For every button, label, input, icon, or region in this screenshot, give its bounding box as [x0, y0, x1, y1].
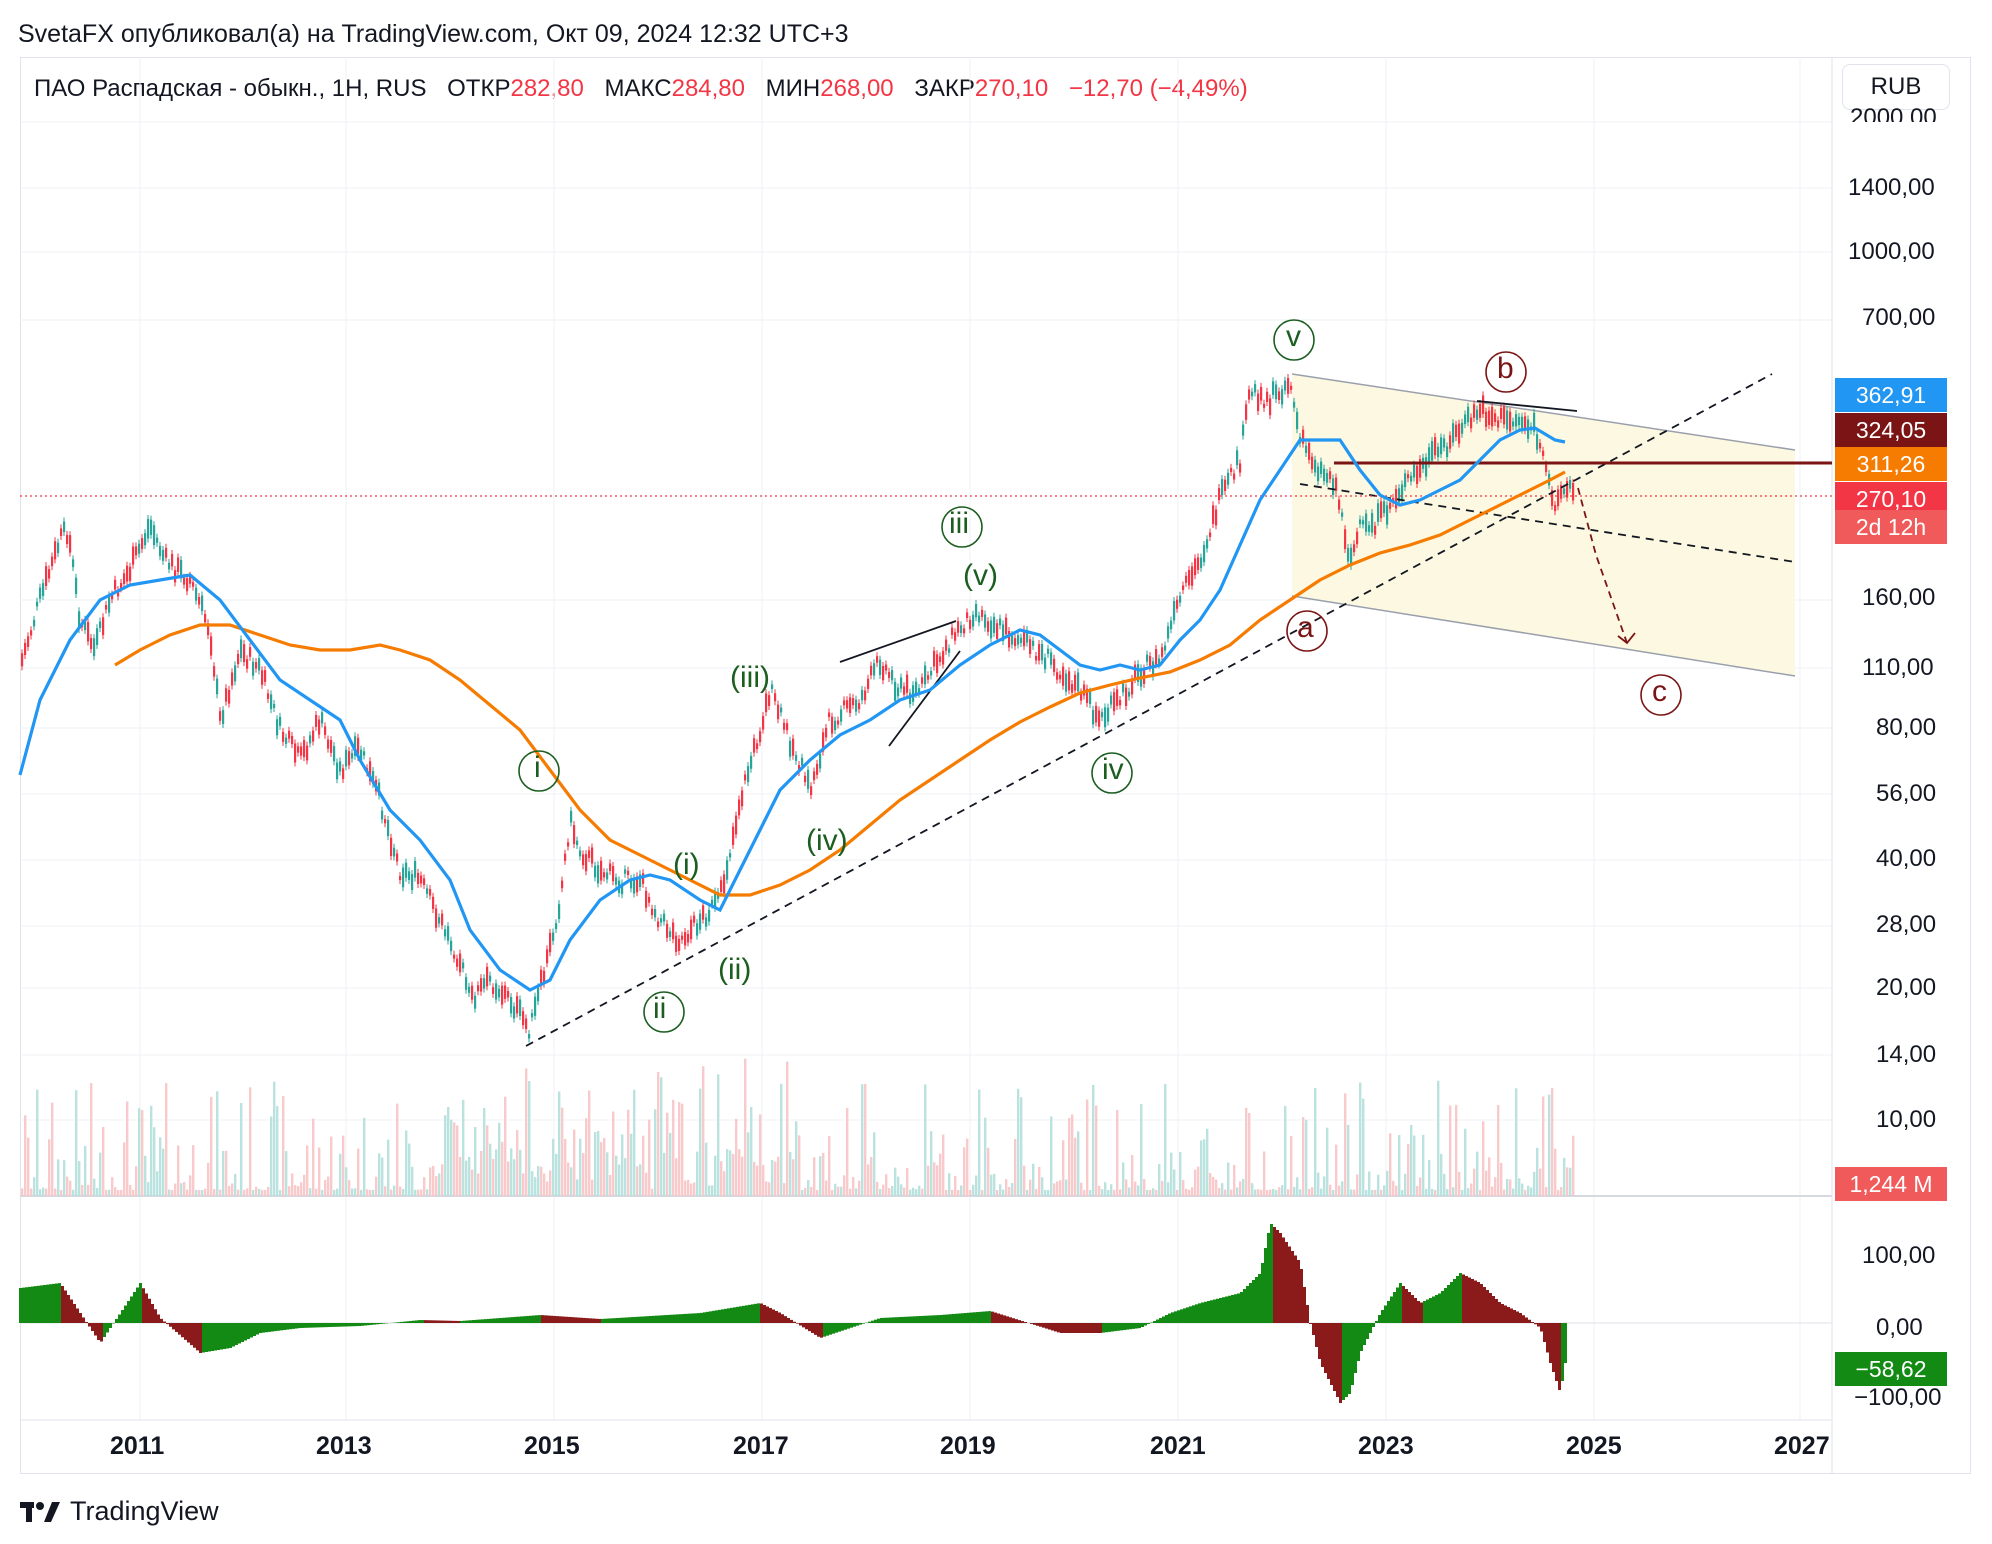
open-value: 282,80	[510, 75, 584, 102]
symbol-legend: ПАО Распадская - обыкн., 1Н, RUS ОТКР282…	[34, 75, 1248, 103]
currency-button[interactable]: RUB	[1842, 64, 1950, 110]
wave-circle-iii	[941, 506, 983, 548]
price-axis-label: 20,00	[1876, 974, 1937, 1001]
price-axis-label: 14,00	[1876, 1041, 1937, 1068]
channel-lower-line[interactable]	[1291, 595, 1796, 677]
volume-tag: 1,244 M	[1835, 1167, 1947, 1201]
oscillator-value-tag: −58,62	[1835, 1352, 1947, 1386]
tradingview-logo[interactable]: TradingView	[20, 1496, 219, 1527]
wave-label-paren-v: (v)	[963, 559, 998, 592]
close-value: 270,10	[974, 75, 1049, 102]
time-axis-label: 2025	[1566, 1432, 1622, 1460]
wave-label-paren-ii: (ii)	[718, 953, 752, 986]
price-axis-label: 2000,00	[1850, 104, 1937, 122]
channel-fill	[1292, 374, 1795, 676]
wave-circle-a	[1286, 610, 1328, 652]
low-value: 268,00	[820, 75, 894, 102]
wave-label-v: v	[1286, 320, 1301, 353]
wave-label-i: i	[534, 751, 541, 784]
wave-label-ii: ii	[653, 992, 667, 1025]
ma-blue-line[interactable]	[18, 426, 1566, 992]
wave-label-b: b	[1497, 352, 1514, 385]
wave-circle-v	[1273, 319, 1315, 361]
tradingview-logo-icon	[20, 1501, 60, 1522]
osc-axis-label: −100,00	[1854, 1384, 1942, 1411]
osc-axis-label: 0,00	[1876, 1314, 1923, 1341]
high-label: МАКС	[604, 75, 672, 102]
price-axis-label: 40,00	[1876, 845, 1937, 872]
ma-blue-price-tag: 362,91	[1835, 378, 1947, 412]
time-axis-label: 2019	[940, 1432, 996, 1460]
wedge-top-line[interactable]	[839, 620, 957, 663]
channel-upper-line[interactable]	[1291, 373, 1796, 451]
time-axis-label: 2021	[1150, 1432, 1206, 1460]
open-label: ОТКР	[447, 75, 511, 102]
wave-label-c: c	[1652, 675, 1667, 708]
wave-circle-i	[518, 750, 560, 792]
change-value: −12,70 (−4,49%)	[1068, 75, 1248, 102]
close-label: ЗАКР	[914, 75, 975, 102]
wave-label-paren-iii: (iii)	[730, 661, 770, 694]
wave-label-a: a	[1297, 611, 1314, 644]
wave-label-paren-iv: (iv)	[806, 824, 848, 857]
wave-circle-c	[1640, 674, 1682, 716]
publisher-line: SvetaFX опубликовал(а) на TradingView.co…	[18, 20, 849, 48]
high-value: 284,80	[671, 75, 745, 102]
wave-label-iii: iii	[949, 507, 969, 540]
time-axis-label: 2015	[524, 1432, 580, 1460]
time-axis-label: 2013	[316, 1432, 372, 1460]
wave-label-iv: iv	[1102, 753, 1124, 786]
symbol-name[interactable]: ПАО Распадская - обыкн., 1Н, RUS	[34, 75, 427, 102]
price-axis-label: 1000,00	[1848, 238, 1935, 265]
low-label: МИН	[765, 75, 821, 102]
gridlines	[20, 57, 1832, 1420]
time-axis-label: 2017	[733, 1432, 789, 1460]
ma-orange-price-tag: 311,26	[1835, 447, 1947, 481]
price-axis-label: 80,00	[1876, 714, 1937, 741]
wedge-bottom-line[interactable]	[888, 650, 961, 747]
ma-orange-line[interactable]	[114, 470, 1566, 897]
b-wave-line[interactable]	[1476, 400, 1578, 412]
price-axis-label: 700,00	[1862, 304, 1936, 331]
wave-label-paren-i: (i)	[673, 848, 700, 881]
chart-frame	[20, 57, 1971, 1474]
price-axis-label: 56,00	[1876, 780, 1937, 807]
projection-arrow-icon	[1617, 632, 1636, 645]
oscillator-histogram	[19, 1224, 1567, 1403]
price-axis-label: 160,00	[1862, 584, 1936, 611]
resistance-price-tag: 324,05	[1835, 413, 1947, 447]
wave-circle-b	[1485, 351, 1527, 393]
time-axis-label: 2027	[1774, 1432, 1830, 1460]
price-axis-label: 110,00	[1862, 654, 1934, 681]
price-axis-label: 10,00	[1876, 1106, 1937, 1133]
price-axis-label: 1400,00	[1848, 174, 1935, 201]
tradingview-brand: TradingView	[70, 1496, 219, 1526]
wave-circle-iv	[1091, 752, 1133, 794]
wave-circle-ii	[643, 991, 685, 1033]
time-axis-label: 2011	[110, 1432, 165, 1460]
volume-bars	[21, 1058, 1575, 1196]
dashed-trendline[interactable]	[525, 373, 1773, 1047]
osc-axis-label: 100,00	[1862, 1242, 1936, 1269]
bar-countdown-tag: 2d 12h	[1835, 510, 1947, 544]
time-axis-label: 2023	[1358, 1432, 1414, 1460]
price-axis-label: 28,00	[1876, 911, 1937, 938]
